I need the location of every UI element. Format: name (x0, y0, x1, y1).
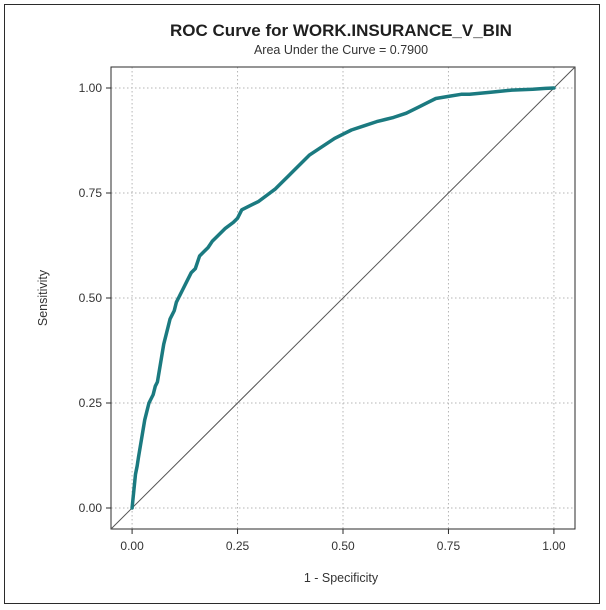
x-tick-label: 0.75 (437, 539, 461, 553)
roc-curve-line (130, 86, 556, 510)
x-tick-label: 0.50 (331, 539, 355, 553)
y-tick-label: 0.25 (79, 396, 103, 410)
y-axis: 0.00 0.25 0.50 0.75 1.00 (79, 81, 111, 515)
chart-title: ROC Curve for WORK.INSURANCE_V_BIN (170, 21, 512, 40)
y-tick-label: 1.00 (79, 81, 103, 95)
x-axis-label: 1 - Specificity (304, 571, 379, 585)
x-axis: 0.00 0.25 0.50 0.75 1.00 (120, 529, 566, 553)
reference-diagonal-line (110, 66, 576, 530)
x-tick-label: 0.25 (226, 539, 250, 553)
chart-frame: ROC Curve for WORK.INSURANCE_V_BIN Area … (4, 4, 600, 604)
y-tick-label: 0.75 (79, 186, 103, 200)
y-tick-label: 0.00 (79, 501, 103, 515)
y-tick-label: 0.50 (79, 291, 103, 305)
x-tick-label: 0.00 (120, 539, 144, 553)
roc-chart: ROC Curve for WORK.INSURANCE_V_BIN Area … (36, 21, 576, 585)
y-axis-label: Sensitivity (36, 269, 50, 326)
chart-subtitle: Area Under the Curve = 0.7900 (254, 43, 428, 57)
x-tick-label: 1.00 (542, 539, 566, 553)
